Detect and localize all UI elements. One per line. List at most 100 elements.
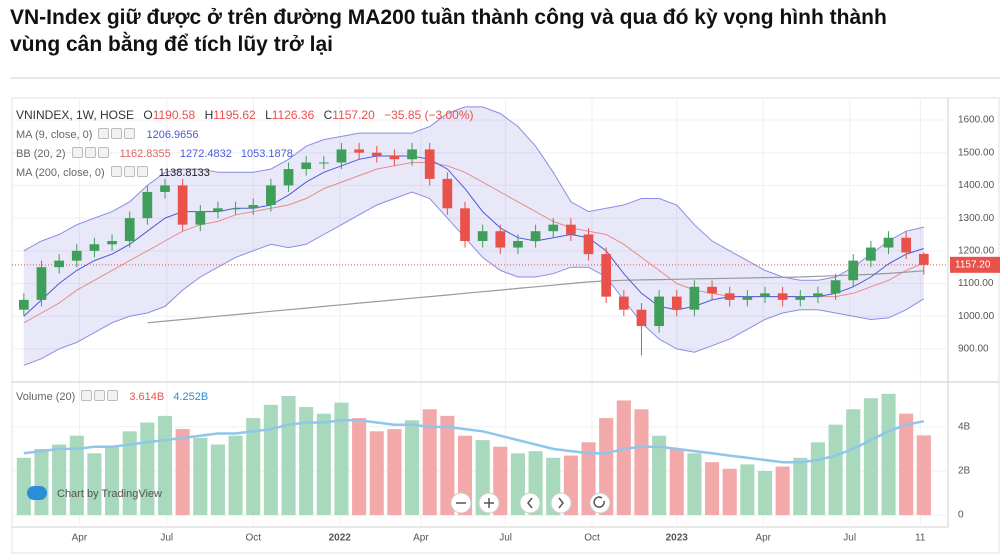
volume-bar bbox=[669, 448, 684, 516]
volume-bar bbox=[440, 415, 455, 516]
volume-bar bbox=[352, 418, 367, 516]
x-tick-label: Jul bbox=[499, 533, 512, 544]
ma9-value: 1206.9656 bbox=[146, 129, 199, 141]
y-tick-label: 1000.00 bbox=[958, 311, 995, 322]
volume-bar bbox=[634, 409, 649, 516]
marks bbox=[12, 106, 948, 516]
volume-ma-value: 4.252B bbox=[173, 391, 209, 403]
bb-lower bbox=[23, 191, 925, 366]
scroll-right-button[interactable] bbox=[550, 492, 572, 514]
volume-bar bbox=[810, 442, 825, 516]
volume-bar bbox=[722, 468, 737, 516]
volume-bar bbox=[105, 446, 120, 516]
volume-bar bbox=[687, 453, 702, 516]
volume-bar bbox=[193, 437, 208, 516]
y-tick-label: 1100.00 bbox=[958, 278, 994, 289]
volume-legend: Volume (20) 3.614B 4.252B bbox=[16, 390, 214, 403]
candle-body bbox=[301, 162, 312, 170]
price-pane bbox=[12, 106, 948, 366]
candle-body bbox=[336, 149, 347, 163]
y-tick-label: 1500.00 bbox=[958, 147, 995, 158]
scroll-left-button[interactable] bbox=[519, 492, 541, 514]
volume-bar bbox=[263, 404, 278, 516]
candle-body bbox=[901, 237, 912, 253]
y-tick-label: 900.00 bbox=[958, 344, 989, 355]
ohlc-label: C bbox=[323, 108, 333, 122]
candle-body bbox=[495, 231, 506, 248]
volume-name: Volume (20) bbox=[16, 391, 76, 403]
volume-bar bbox=[616, 400, 631, 516]
candle-body bbox=[866, 247, 876, 261]
x-tick-label: Oct bbox=[245, 533, 261, 544]
candle-body bbox=[795, 296, 806, 300]
candle-body bbox=[618, 296, 629, 310]
candle-body bbox=[566, 224, 576, 235]
x-tick-label: 11 bbox=[915, 533, 926, 544]
volume-bar bbox=[210, 444, 225, 516]
bb-name: BB (20, 2) bbox=[16, 148, 66, 160]
candle-body bbox=[142, 191, 153, 219]
logo-icon bbox=[27, 486, 47, 500]
zoom-in-button[interactable] bbox=[478, 492, 500, 514]
volume-bar bbox=[652, 435, 667, 516]
candle-body bbox=[89, 244, 100, 251]
candle-body bbox=[848, 260, 859, 281]
candle-body bbox=[671, 296, 682, 310]
candle-body bbox=[124, 218, 135, 242]
ma200-legend: MA (200, close, 0) 1138.8133 bbox=[16, 166, 216, 179]
high-value: 1195.62 bbox=[213, 108, 256, 122]
candle-body bbox=[36, 267, 47, 300]
volume-bar bbox=[299, 407, 314, 516]
price-tag bbox=[950, 256, 1000, 273]
volume-bar bbox=[899, 413, 914, 516]
volume-bar bbox=[863, 398, 878, 516]
candle-body bbox=[160, 185, 170, 192]
candle-body bbox=[742, 296, 753, 300]
volume-bar bbox=[846, 409, 861, 516]
candle-body bbox=[777, 293, 788, 300]
candle-body bbox=[513, 241, 523, 248]
candle-body bbox=[107, 241, 117, 245]
volume-tick-label: 2B bbox=[958, 466, 971, 477]
volume-bar bbox=[916, 435, 931, 516]
candle-body bbox=[195, 211, 206, 225]
x-tick-label: Jul bbox=[843, 533, 856, 544]
volume-bar bbox=[281, 396, 296, 516]
candle-body bbox=[442, 178, 453, 209]
y-tick-label: 1300.00 bbox=[958, 213, 995, 224]
candle-body bbox=[266, 185, 276, 206]
candle-body bbox=[407, 149, 417, 160]
x-tick-label: Oct bbox=[584, 533, 600, 544]
candle-body bbox=[830, 280, 841, 294]
volume-bar bbox=[122, 431, 137, 516]
candle-body bbox=[636, 309, 647, 327]
volume-bar bbox=[828, 424, 843, 516]
symbol-legend: VNINDEX, 1W, HOSE O1190.58 H1195.62 L112… bbox=[16, 108, 480, 122]
zoom-out-button[interactable] bbox=[450, 492, 472, 514]
close-value: 1157.20 bbox=[332, 108, 375, 122]
x-tick-label: Apr bbox=[413, 533, 429, 544]
ohlc-label: H bbox=[204, 108, 214, 122]
candle-body bbox=[230, 208, 241, 210]
volume-bar bbox=[369, 431, 384, 516]
candle-body bbox=[213, 208, 223, 212]
change-value: −35.85 (−3.00%) bbox=[384, 108, 474, 122]
volume-tick-label: 4B bbox=[958, 422, 971, 433]
bb-basis-value: 1162.8355 bbox=[119, 148, 171, 160]
candle-body bbox=[689, 286, 700, 310]
volume-bar bbox=[16, 457, 31, 516]
candle-body bbox=[460, 208, 470, 242]
volume-bar bbox=[740, 464, 755, 516]
reset-button[interactable] bbox=[589, 492, 611, 514]
branding: Chart by TradingView bbox=[57, 488, 162, 500]
x-tick-label: 2023 bbox=[666, 533, 689, 544]
volume-bar bbox=[405, 420, 420, 516]
x-tick-label: 2022 bbox=[329, 533, 352, 544]
bb-upper-value: 1272.4832 bbox=[179, 148, 232, 160]
x-tick-label: Apr bbox=[755, 533, 771, 544]
volume-ma-line bbox=[23, 419, 925, 464]
ohlc-label: O bbox=[143, 108, 153, 122]
ohlc-label: L bbox=[265, 108, 272, 122]
volume-bar bbox=[52, 444, 67, 516]
